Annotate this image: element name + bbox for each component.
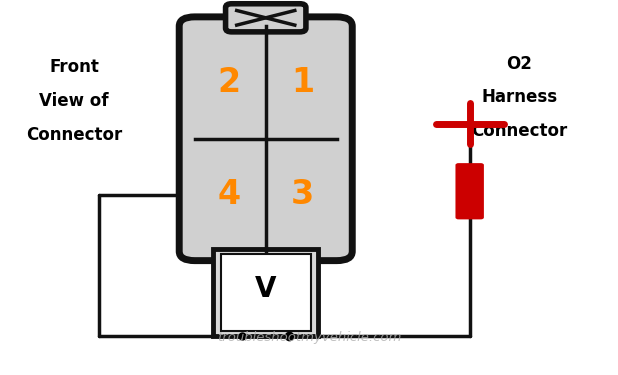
Text: Connector: Connector [26, 126, 122, 144]
Text: Harness: Harness [481, 88, 557, 106]
Text: View of: View of [40, 92, 109, 110]
Text: 2: 2 [217, 66, 240, 99]
FancyBboxPatch shape [213, 249, 318, 336]
Text: troubleshootmyvehicle.com: troubleshootmyvehicle.com [217, 331, 401, 344]
Text: 3: 3 [291, 178, 315, 212]
Text: V: V [255, 275, 276, 303]
Text: Connector: Connector [471, 122, 567, 140]
Text: 1: 1 [291, 66, 315, 99]
FancyBboxPatch shape [455, 163, 484, 219]
FancyBboxPatch shape [221, 254, 311, 331]
Text: Front: Front [49, 58, 99, 76]
Text: O2: O2 [506, 55, 532, 73]
FancyBboxPatch shape [226, 4, 306, 32]
Text: 4: 4 [217, 178, 240, 212]
FancyBboxPatch shape [179, 17, 352, 261]
